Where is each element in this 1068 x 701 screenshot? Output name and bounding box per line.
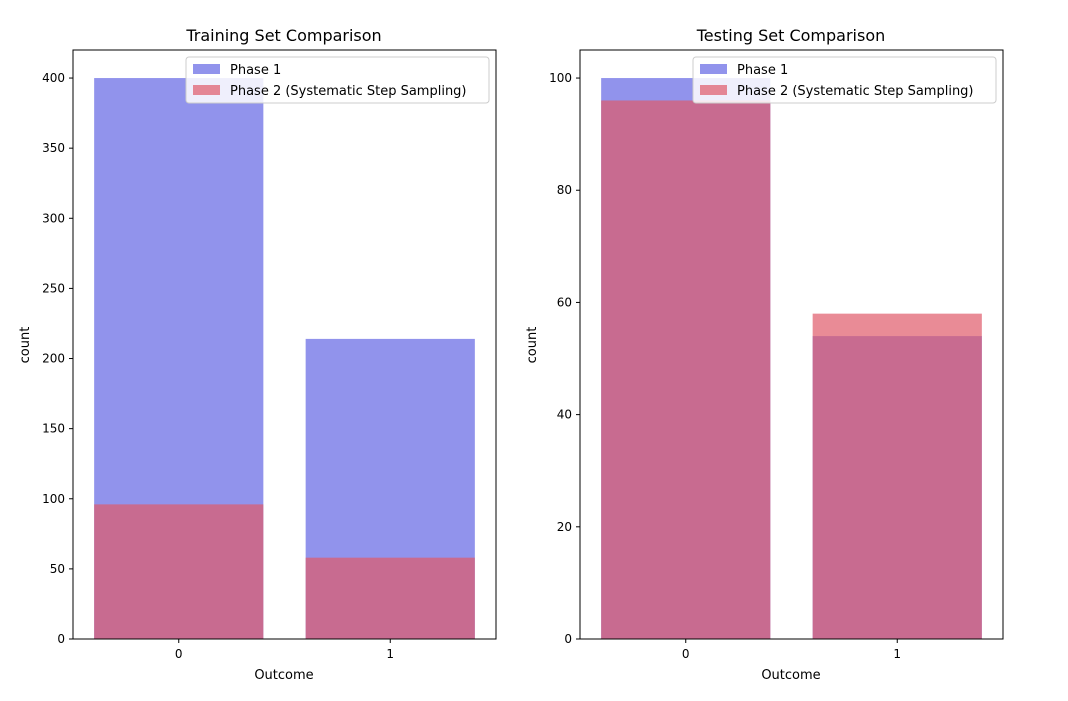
legend: Phase 1 Phase 2 (Systematic Step Sampling…	[692, 56, 997, 104]
legend-entry: Phase 1	[737, 63, 788, 78]
y-tick-label: 200	[42, 352, 65, 366]
y-tick-label: 0	[57, 632, 65, 646]
x-tick-label: 0	[175, 647, 183, 661]
legend-box	[692, 56, 997, 104]
legend-swatch	[700, 64, 727, 74]
legend-swatch	[193, 64, 220, 74]
y-tick-label: 50	[50, 562, 65, 576]
x-tick-label: 1	[893, 647, 901, 661]
legend-entry: Phase 2 (Systematic Step Sampling)	[230, 84, 467, 99]
legend-box	[185, 56, 490, 104]
y-tick-label: 60	[557, 295, 572, 309]
plot-frame	[579, 49, 1004, 640]
bar-phase2-outcome-0	[94, 504, 264, 639]
x-tick-label: 1	[386, 647, 394, 661]
bar-phase2-outcome-0	[601, 100, 771, 639]
y-tick-label: 300	[42, 211, 65, 225]
plot-frame	[72, 49, 497, 640]
y-tick-label: 350	[42, 141, 65, 155]
testing-chart: Testing Set Comparison 0 20 40 60 80 100 0 1 O…	[525, 26, 1004, 683]
y-tick-label: 150	[42, 422, 65, 436]
y-tick-label: 400	[42, 71, 65, 85]
legend-swatch	[193, 85, 220, 95]
legend-entry: Phase 1	[230, 63, 281, 78]
training-chart: Training Set Comparison 0 50 100 150 200 250 3…	[18, 26, 497, 683]
x-axis-label: Outcome	[761, 668, 820, 683]
y-tick-label: 80	[557, 183, 572, 197]
y-tick-label: 40	[557, 408, 572, 422]
bar-phase2-outcome-1	[812, 313, 982, 639]
y-tick-label: 20	[557, 520, 572, 534]
y-tick-label: 0	[564, 632, 572, 646]
y-axis-label: count	[525, 327, 540, 364]
y-tick-label: 100	[549, 71, 572, 85]
bar-phase2-outcome-1	[305, 557, 475, 639]
legend-entry: Phase 2 (Systematic Step Sampling)	[737, 84, 974, 99]
y-tick-label: 250	[42, 281, 65, 295]
y-tick-label: 100	[42, 492, 65, 506]
x-axis-label: Outcome	[254, 668, 313, 683]
chart-title: Training Set Comparison	[185, 26, 381, 45]
legend: Phase 1 Phase 2 (Systematic Step Sampling…	[185, 56, 490, 104]
x-tick-label: 0	[682, 647, 690, 661]
chart-title: Testing Set Comparison	[696, 26, 886, 45]
y-axis-label: count	[18, 327, 33, 364]
legend-swatch	[700, 85, 727, 95]
